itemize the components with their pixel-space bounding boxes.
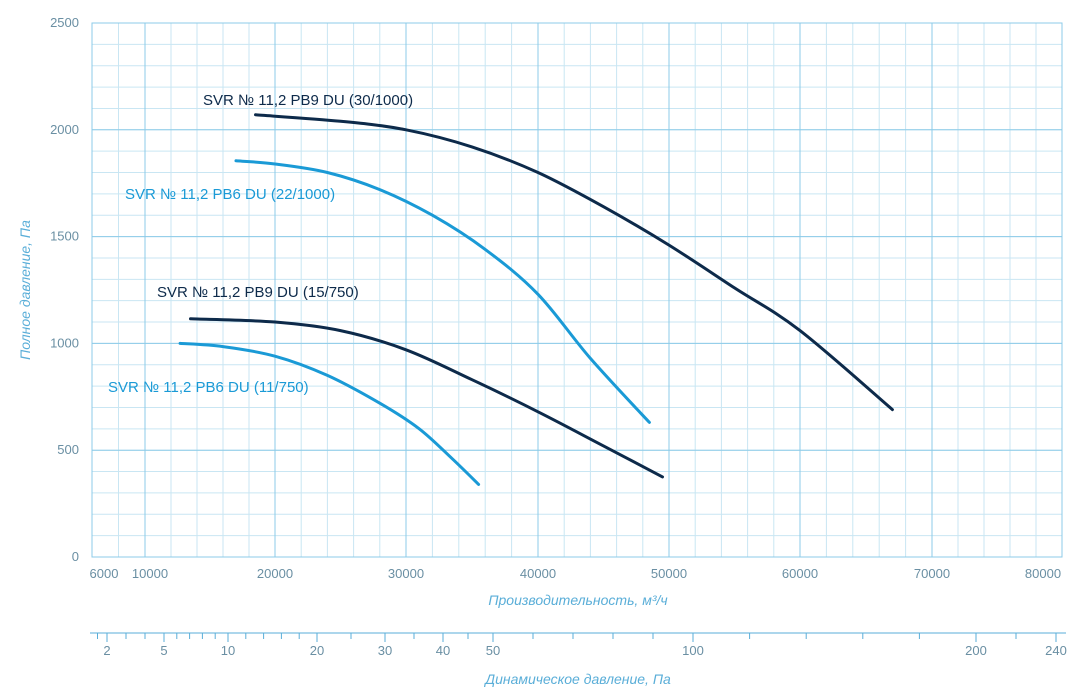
x-tick-label: 40000 [520,566,556,581]
secondary-axis-ticks [97,633,1057,642]
x-tick-label: 70000 [914,566,950,581]
secondary-tick-label: 2 [103,643,110,658]
y-tick-label: 1000 [50,335,79,350]
series-labels: SVR № 11,2 PB9 DU (30/1000) SVR № 11,2 PB… [108,92,413,396]
y-tick-labels: 0 500 1000 1500 2000 2500 [50,15,79,564]
series-lines [178,113,894,486]
x-tick-label: 10000 [132,566,168,581]
series-label-1: SVR № 11,2 PB9 DU (30/1000) [203,92,413,109]
x-tick-labels: 6000 10000 20000 30000 40000 50000 60000 70000 8… [90,566,1062,581]
secondary-tick-label: 200 [965,643,987,658]
secondary-tick-label: 50 [486,643,500,658]
y-tick-label: 500 [57,442,79,457]
secondary-tick-label: 30 [378,643,392,658]
series-line-3 [189,317,664,479]
series-label-4: SVR № 11,2 PB6 DU (11/750) [108,379,309,396]
secondary-axis-tick-labels: 2 5 10 20 30 40 50 100 200 240 [103,643,1066,658]
y-tick-label: 0 [72,549,79,564]
x-tick-label: 20000 [257,566,293,581]
series-line-4 [178,341,481,486]
secondary-tick-label: 40 [436,643,450,658]
secondary-tick-label: 240 [1045,643,1067,658]
secondary-tick-label: 10 [221,643,235,658]
x-tick-label: 6000 [90,566,119,581]
x-tick-label: 60000 [782,566,818,581]
x-axis-title: Производительность, м³/ч [488,592,667,608]
y-tick-label: 1500 [50,229,79,244]
secondary-tick-label: 20 [310,643,324,658]
x-tick-label: 50000 [651,566,687,581]
major-grid [91,22,1063,558]
series-label-2: SVR № 11,2 PB6 DU (22/1000) [125,186,335,203]
series-label-3: SVR № 11,2 PB9 DU (15/750) [157,284,359,301]
plot-frame [91,22,1063,558]
y-tick-label: 2500 [50,15,79,30]
secondary-axis-title: Динамическое давление, Па [483,671,671,687]
y-axis-title: Полное давление, Па [17,220,33,360]
x-tick-label: 30000 [388,566,424,581]
x-tick-label: 80000 [1025,566,1061,581]
secondary-tick-label: 100 [682,643,704,658]
series-line-1 [254,113,894,412]
y-tick-label: 2000 [50,122,79,137]
series-line-2 [234,159,651,424]
secondary-tick-label: 5 [160,643,167,658]
